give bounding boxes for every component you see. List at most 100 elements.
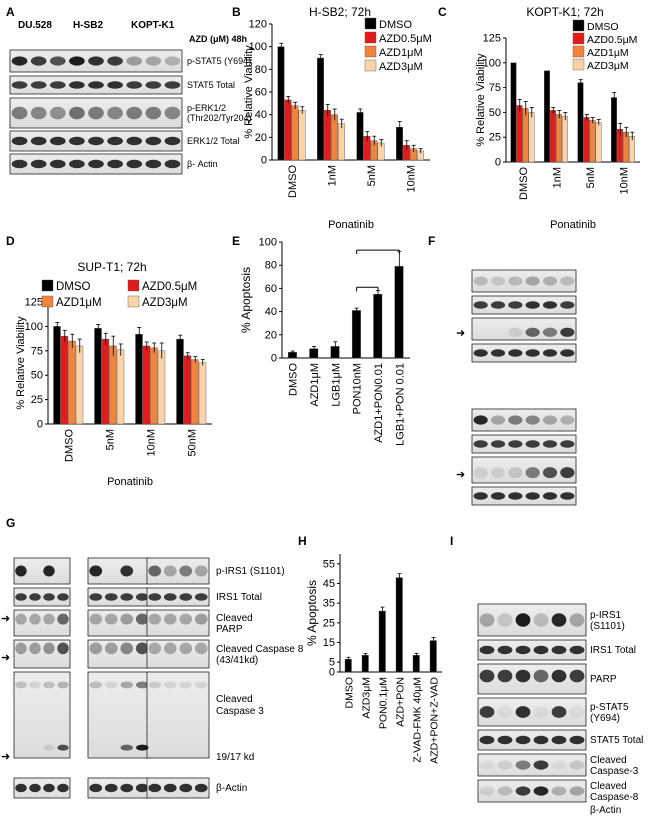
chart-e-apoptosis: 0 20 40 60 80 100 % Apoptosis DMSO AZD1μM LGB1μM P…	[239, 237, 410, 446]
bar	[595, 122, 602, 163]
blot-band	[43, 593, 55, 601]
chart-d-supt1-viability: 0 25 50 75 100 125 % Relative Viability DMSO 5nM…	[15, 260, 212, 488]
blot-band	[30, 56, 47, 66]
legend-entry: AZD1μM	[587, 47, 629, 59]
category-label: 10nM	[405, 165, 417, 193]
blot-band	[163, 613, 177, 625]
blot-band	[497, 613, 513, 627]
blot-band	[163, 642, 177, 655]
blot-band	[43, 783, 55, 793]
text-line: p-STAT5 (Y694)	[187, 56, 251, 66]
blot-label: IRS1 Total	[590, 645, 636, 656]
blot-band	[479, 669, 495, 683]
y-tick-label: 0	[271, 353, 277, 365]
blot-label: Cleaved Caspase 8 (43/41kd)	[216, 644, 304, 666]
blot-label: p-STAT5 (Y694)	[590, 702, 629, 724]
blot-band	[88, 159, 104, 169]
blot-band	[515, 645, 531, 655]
y-axis-label: % Apoptosis	[239, 267, 253, 333]
blot-band	[533, 613, 549, 627]
blot-band	[29, 681, 41, 689]
bar	[589, 120, 596, 163]
bar	[142, 345, 151, 425]
arrow-marker: ➜	[1, 613, 10, 625]
text-line: STAT5 Total	[590, 735, 643, 746]
bar	[198, 362, 207, 425]
blot-band	[136, 744, 149, 751]
blot-strip	[146, 587, 210, 607]
blot-band	[145, 159, 162, 169]
blot-band	[497, 645, 513, 655]
category-label: AZD1μM	[309, 363, 321, 407]
text-line: ERK1/2 Total	[187, 136, 239, 146]
text-line: PARP	[590, 674, 617, 685]
panel-label-h: H	[298, 534, 307, 548]
y-tick-label: 0	[329, 667, 335, 679]
category-label: AZD+PON+Z-VAD	[429, 677, 441, 764]
blot-band	[43, 681, 55, 689]
bar	[356, 112, 364, 161]
blot-band	[490, 415, 506, 425]
text-line: IRS1 Total	[216, 592, 262, 603]
blot-band	[569, 645, 585, 655]
blot-band	[15, 565, 27, 577]
blot-band	[490, 440, 506, 448]
blot-band	[135, 593, 149, 601]
text-line: Cleaved	[590, 755, 627, 766]
blot-band	[43, 744, 55, 751]
bar	[611, 97, 617, 163]
blot-band	[135, 642, 149, 655]
blot-band	[560, 492, 575, 500]
blot-band	[29, 593, 41, 601]
blot-band	[89, 613, 103, 625]
blot-band	[164, 106, 181, 120]
bar	[157, 350, 166, 425]
category-label: 5nM	[105, 429, 117, 450]
category-label: Z-VAD-FMK 40μM	[412, 677, 424, 763]
blot-band	[194, 613, 208, 625]
blot-band	[107, 56, 123, 66]
blot-band	[49, 56, 66, 66]
bar	[583, 117, 590, 163]
bar	[176, 338, 184, 425]
y-axis-label: % Relative Viability	[243, 45, 255, 139]
blot-band	[120, 783, 134, 793]
blot-band	[473, 301, 488, 309]
text-line: (S1101)	[590, 621, 625, 632]
panel-i-western-blots: p-IRS1 (S1101) IRS1 Total PARP p-STAT5 (Y694)…	[477, 603, 643, 816]
blot-band	[560, 276, 575, 286]
blot-band	[479, 613, 495, 627]
blot-band	[11, 159, 28, 169]
category-label: 50nM	[187, 429, 199, 457]
blot-strip	[471, 486, 577, 506]
category-label: 1nM	[326, 165, 338, 186]
y-tick-label: 75	[31, 345, 43, 357]
blot-band	[569, 613, 585, 627]
blot-band	[89, 642, 103, 655]
blot-band	[145, 56, 162, 66]
x-axis-label: Ponatinib	[107, 476, 153, 488]
blot-band	[473, 415, 488, 425]
blot-label: p-IRS1 (S1101)	[590, 610, 625, 632]
y-tick-label: 55	[323, 558, 335, 570]
legend-swatch	[364, 17, 377, 30]
blot-band	[194, 642, 208, 655]
legend-swatch	[127, 295, 140, 308]
x-axis-label: Ponatinib	[328, 219, 374, 231]
blot-band	[163, 593, 177, 601]
blot-band	[89, 565, 103, 577]
blot-band	[69, 81, 85, 89]
blot-label: p-IRS1 (S1101)	[216, 566, 285, 577]
bar	[395, 577, 403, 673]
blot-band	[163, 681, 177, 689]
category-label: AZD3μM	[361, 677, 373, 719]
text-line: PARP	[216, 624, 243, 635]
blot-band	[69, 106, 85, 120]
bar	[516, 105, 523, 163]
bar	[577, 82, 584, 163]
bar	[53, 326, 61, 425]
bar	[562, 116, 568, 163]
blot-band	[15, 642, 27, 655]
blot-strip	[477, 663, 587, 695]
